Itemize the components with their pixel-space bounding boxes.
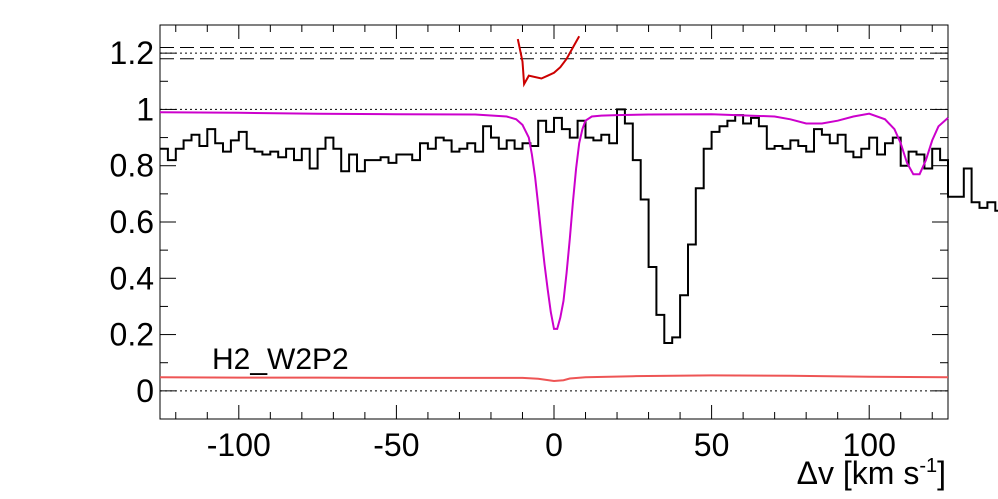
reference-lines	[160, 47, 948, 392]
x-axis-label-superscript: -1	[919, 455, 937, 477]
y-tick-label: 0	[136, 373, 154, 409]
series-line-0	[160, 108, 998, 344]
y-tick-label: 1	[136, 91, 154, 127]
tick-labels: -100 -50 0 50 100 0 0.2 0.4 0.6 0.8 1 1.2	[110, 35, 896, 463]
series-line-1	[159, 111, 949, 330]
axis-ticks	[160, 24, 948, 420]
y-tick-label: 0.8	[110, 148, 154, 184]
x-tick-label: -50	[373, 427, 419, 463]
y-tick-label: 1.2	[110, 35, 154, 71]
line-annotation: H2_W2P2	[212, 343, 349, 376]
x-tick-label: -100	[207, 427, 271, 463]
y-tick-label: 0.6	[110, 204, 154, 240]
x-axis-label-close: ]	[937, 455, 946, 491]
y-tick-label: 0.2	[110, 317, 154, 353]
x-tick-label: 0	[545, 427, 563, 463]
x-tick-label: 50	[694, 427, 730, 463]
y-tick-label: 0.4	[110, 260, 154, 296]
x-axis-label-main: Δv [km s	[797, 455, 920, 491]
series-line-3	[516, 35, 581, 88]
series-group	[159, 35, 998, 383]
x-axis-label: Δv [km s-1]	[797, 455, 946, 491]
series-line-2	[159, 374, 949, 383]
x-tick-label: 100	[843, 427, 896, 463]
